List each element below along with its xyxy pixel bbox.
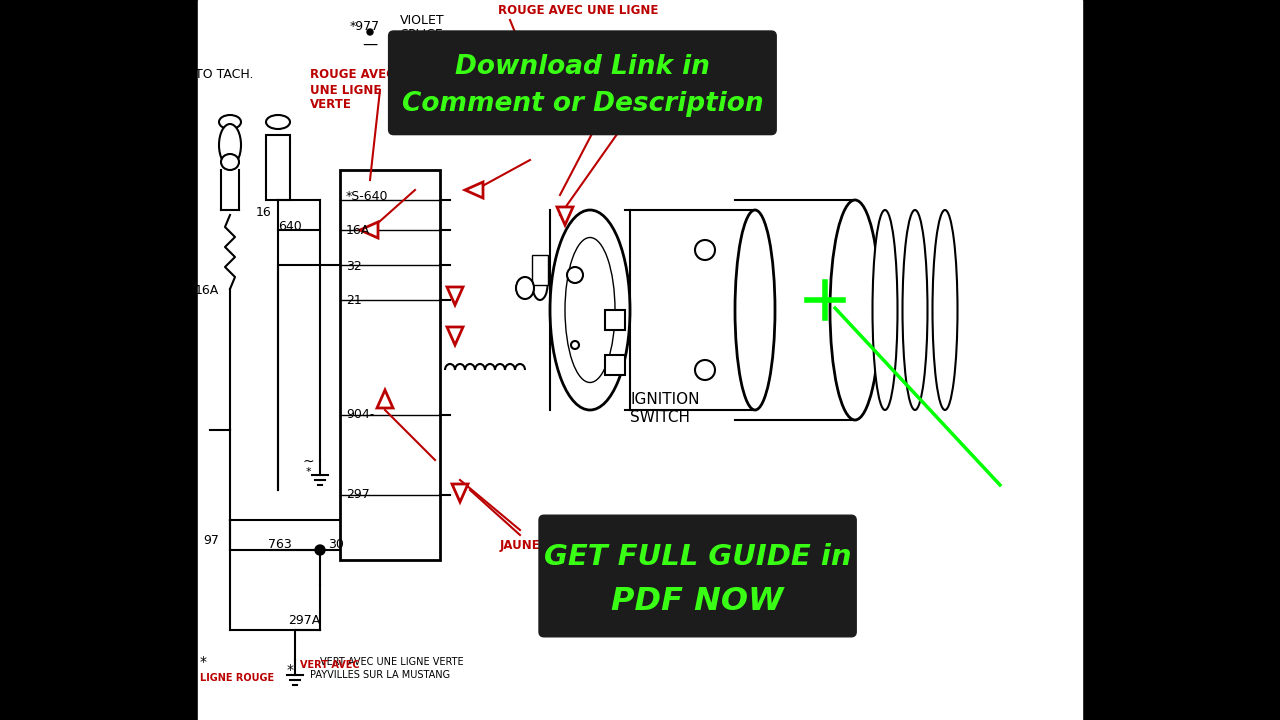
Text: 32: 32 — [346, 259, 362, 272]
Text: ROUGE AVEC: ROUGE AVEC — [310, 68, 394, 81]
Text: *S-640: *S-640 — [346, 189, 389, 202]
Circle shape — [567, 267, 582, 283]
Ellipse shape — [564, 238, 614, 382]
Text: *: * — [200, 655, 207, 669]
Text: ~: ~ — [302, 455, 314, 469]
Polygon shape — [378, 390, 393, 408]
Ellipse shape — [219, 115, 241, 129]
Ellipse shape — [873, 210, 897, 410]
Ellipse shape — [532, 270, 548, 300]
Text: ROUGE AVEC UNE LIGNE: ROUGE AVEC UNE LIGNE — [580, 58, 740, 71]
FancyBboxPatch shape — [539, 516, 856, 636]
Text: PAYVILLES SUR LA MUSTANG: PAYVILLES SUR LA MUSTANG — [310, 670, 451, 680]
Bar — [198, 0, 1082, 720]
Ellipse shape — [933, 210, 957, 410]
Polygon shape — [360, 222, 378, 238]
Circle shape — [571, 341, 579, 349]
Text: VERT AVEC UNE LIGNE VERTE: VERT AVEC UNE LIGNE VERTE — [320, 657, 463, 667]
Bar — [340, 170, 440, 560]
Circle shape — [315, 545, 325, 555]
Ellipse shape — [902, 210, 928, 410]
Text: 904-: 904- — [346, 408, 374, 421]
Polygon shape — [452, 484, 468, 502]
Text: JAUNE: JAUNE — [500, 539, 540, 552]
Text: 16A: 16A — [195, 284, 219, 297]
Ellipse shape — [221, 154, 239, 170]
Text: 297: 297 — [346, 488, 370, 502]
Text: 297A: 297A — [288, 613, 320, 626]
Bar — [605, 355, 625, 375]
Text: VIOLET: VIOLET — [399, 14, 444, 27]
Polygon shape — [447, 327, 463, 345]
Ellipse shape — [219, 124, 241, 166]
Text: VERTE: VERTE — [310, 99, 352, 112]
Circle shape — [695, 240, 716, 260]
Ellipse shape — [735, 210, 774, 410]
FancyBboxPatch shape — [389, 31, 776, 135]
Text: 16A: 16A — [346, 225, 370, 238]
Text: UNE LIGNE: UNE LIGNE — [310, 84, 381, 96]
Ellipse shape — [516, 277, 534, 299]
Text: 763: 763 — [268, 539, 292, 552]
Text: Download Link in: Download Link in — [454, 54, 710, 80]
Text: ROUGE AVEC UNE LIGNE: ROUGE AVEC UNE LIGNE — [498, 4, 658, 17]
Bar — [605, 310, 625, 330]
Text: TO TACH.: TO TACH. — [195, 68, 253, 81]
Polygon shape — [557, 207, 573, 225]
Ellipse shape — [550, 210, 630, 410]
Text: *: * — [287, 663, 293, 677]
Text: *: * — [305, 467, 311, 477]
Text: BLEU: BLEU — [580, 73, 614, 86]
Text: VERT AVEC: VERT AVEC — [300, 660, 360, 670]
Text: 21: 21 — [346, 294, 362, 307]
Text: —: — — [362, 37, 378, 52]
Circle shape — [695, 360, 716, 380]
Text: SWITCH: SWITCH — [630, 410, 690, 425]
Text: 97: 97 — [204, 534, 219, 546]
Text: IGNITION: IGNITION — [630, 392, 699, 408]
Text: 30: 30 — [328, 539, 344, 552]
Text: GROUND: GROUND — [399, 42, 457, 55]
Text: PDF NOW: PDF NOW — [612, 586, 783, 617]
Text: 16: 16 — [256, 205, 271, 218]
Circle shape — [367, 29, 372, 35]
Text: *977: *977 — [349, 20, 380, 34]
Text: SPLICE: SPLICE — [399, 27, 443, 40]
Polygon shape — [447, 287, 463, 305]
Bar — [266, 135, 291, 200]
Text: Comment or Description: Comment or Description — [402, 91, 763, 117]
Bar — [532, 255, 548, 285]
Ellipse shape — [829, 200, 881, 420]
Ellipse shape — [266, 115, 291, 129]
Text: 640: 640 — [278, 220, 302, 233]
Polygon shape — [465, 182, 483, 198]
Text: GET FULL GUIDE in: GET FULL GUIDE in — [544, 543, 851, 571]
Text: LIGNE ROUGE: LIGNE ROUGE — [200, 673, 274, 683]
